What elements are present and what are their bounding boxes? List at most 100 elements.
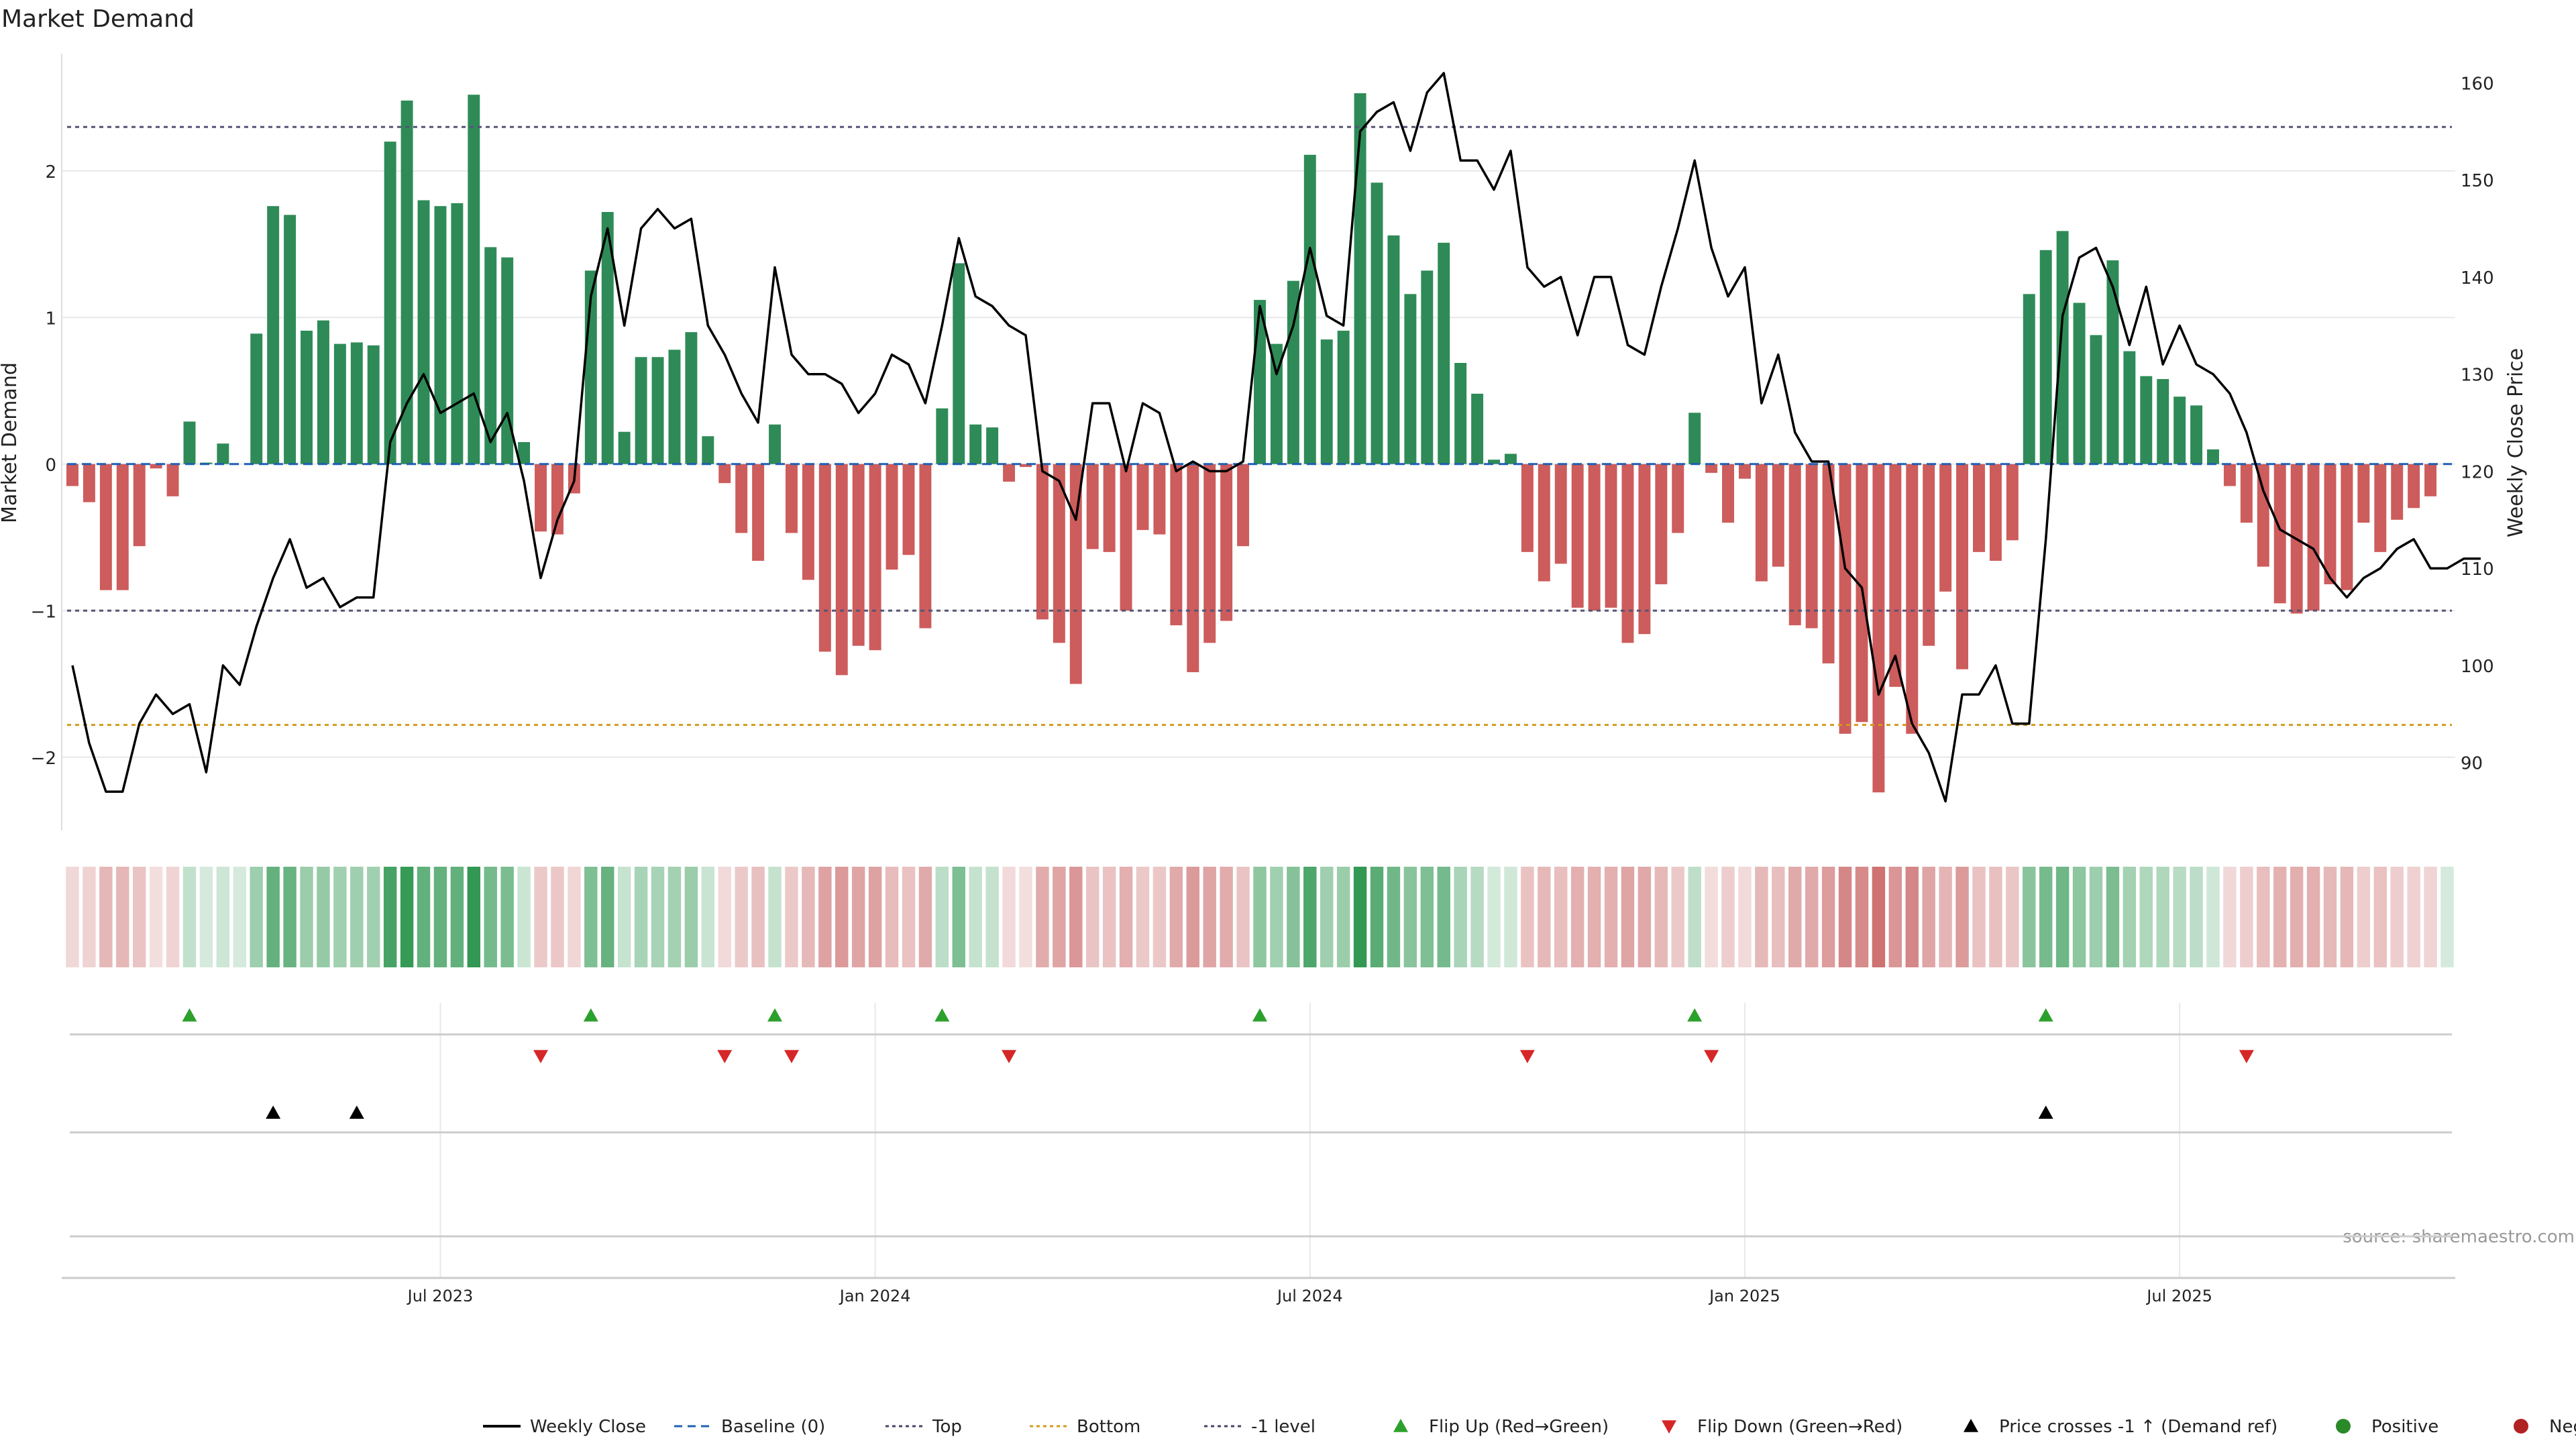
heat-cell <box>2340 867 2354 967</box>
demand-bar <box>1872 464 1885 793</box>
flip-down-marker <box>2239 1050 2254 1063</box>
demand-bar <box>1153 464 1166 535</box>
demand-bar <box>902 464 915 555</box>
heat-cell <box>1403 867 1417 967</box>
heat-cell <box>166 867 180 967</box>
flip-up-marker <box>182 1008 197 1022</box>
heat-cell <box>1069 867 1083 967</box>
legend-label: Flip Up (Red→Green) <box>1429 1417 1609 1437</box>
heat-cell <box>199 867 213 967</box>
heat-cell <box>835 867 849 967</box>
demand-bar <box>1788 464 1801 626</box>
demand-bar <box>284 215 297 464</box>
demand-bar <box>1554 464 1567 564</box>
heat-cell <box>2257 867 2270 967</box>
demand-bar <box>2190 405 2203 464</box>
heat-cell <box>617 867 631 967</box>
x-tick-label: Jan 2024 <box>839 1287 911 1305</box>
demand-bar <box>1069 464 1082 684</box>
demand-bar <box>2341 464 2353 590</box>
heat-cell <box>1587 867 1601 967</box>
x-tick-label: Jul 2023 <box>407 1287 474 1305</box>
heat-cell <box>216 867 230 967</box>
heat-cell <box>1755 867 1768 967</box>
heat-cell <box>2290 867 2304 967</box>
left-axis-label: Market Demand <box>0 362 21 523</box>
heat-cell <box>1220 867 1233 967</box>
heat-cell <box>1353 867 1367 967</box>
legend-triangle-up-icon <box>1964 1419 1978 1432</box>
demand-bar <box>1571 464 1584 608</box>
demand-bar <box>601 211 614 464</box>
demand-bar <box>2223 464 2236 486</box>
heat-cell <box>1604 867 1618 967</box>
flip-down-marker <box>533 1050 549 1063</box>
legend-label: Top <box>932 1417 962 1437</box>
demand-bar <box>1320 339 1333 464</box>
heat-cell <box>1270 867 1283 967</box>
heat-cell <box>182 867 197 967</box>
heat-cell <box>2039 867 2053 967</box>
heat-cell <box>735 867 748 967</box>
demand-bar <box>769 424 782 464</box>
heat-cell <box>551 867 564 967</box>
heat-cell <box>1387 867 1401 967</box>
demand-bar <box>2257 464 2269 567</box>
demand-bar <box>166 464 179 496</box>
demand-bar <box>1120 464 1132 611</box>
heat-cell <box>902 867 916 967</box>
demand-bar <box>668 350 681 464</box>
demand-bar <box>936 408 949 464</box>
legend-label: Negative <box>2549 1417 2576 1437</box>
right-tick-label: 150 <box>2461 171 2494 191</box>
heat-cell <box>2323 867 2337 967</box>
heat-cell <box>1872 867 1886 967</box>
demand-bar <box>217 443 229 464</box>
heat-cell <box>1688 867 1701 967</box>
legend-label: -1 level <box>1251 1417 1316 1437</box>
demand-bar <box>1371 182 1383 464</box>
demand-bar <box>1086 464 1099 549</box>
heat-cell <box>1053 867 1066 967</box>
legend-label: Bottom <box>1077 1417 1140 1437</box>
right-tick-label: 160 <box>2461 74 2494 94</box>
demand-bar <box>635 357 647 464</box>
demand-bar <box>1588 464 1601 611</box>
heat-cell <box>1186 867 1200 967</box>
legend-item: Baseline (0) <box>674 1417 825 1437</box>
demand-bar <box>1003 464 1016 482</box>
heat-cell <box>1119 867 1133 967</box>
legend-item: Price crosses -1 ↑ (Demand ref) <box>1964 1417 2277 1437</box>
x-tick-label: Jul 2025 <box>2145 1287 2212 1305</box>
demand-bar <box>1471 393 1484 464</box>
heat-cell <box>1102 867 1116 967</box>
demand-bar <box>66 464 78 486</box>
heat-cell <box>500 867 514 967</box>
legend-item: Top <box>885 1417 962 1437</box>
flip-up-marker <box>2038 1008 2053 1022</box>
demand-bar <box>835 464 848 676</box>
heat-cell <box>1521 867 1534 967</box>
legend-label: Baseline (0) <box>721 1417 825 1437</box>
demand-bar <box>1538 464 1550 582</box>
demand-bar <box>1738 464 1751 479</box>
demand-bar <box>852 464 865 646</box>
demand-bar <box>2357 464 2370 523</box>
demand-bar <box>83 464 95 502</box>
heat-cell <box>2023 867 2036 967</box>
demand-bar <box>953 263 965 464</box>
demand-bar <box>2090 335 2102 464</box>
heat-cell <box>1504 867 1517 967</box>
demand-bar <box>2157 379 2169 464</box>
heat-cell <box>250 867 263 967</box>
legend-item: Positive <box>2336 1417 2438 1437</box>
heat-cell <box>2273 867 2287 967</box>
heat-cell <box>1821 867 1835 967</box>
demand-bar <box>333 343 346 464</box>
legend-item: Bottom <box>1030 1417 1140 1437</box>
demand-bar <box>2207 449 2219 464</box>
heat-cell <box>1888 867 1902 967</box>
chart-title: Market Demand <box>1 5 195 33</box>
heat-cell <box>1855 867 1869 967</box>
demand-bar <box>417 200 430 464</box>
